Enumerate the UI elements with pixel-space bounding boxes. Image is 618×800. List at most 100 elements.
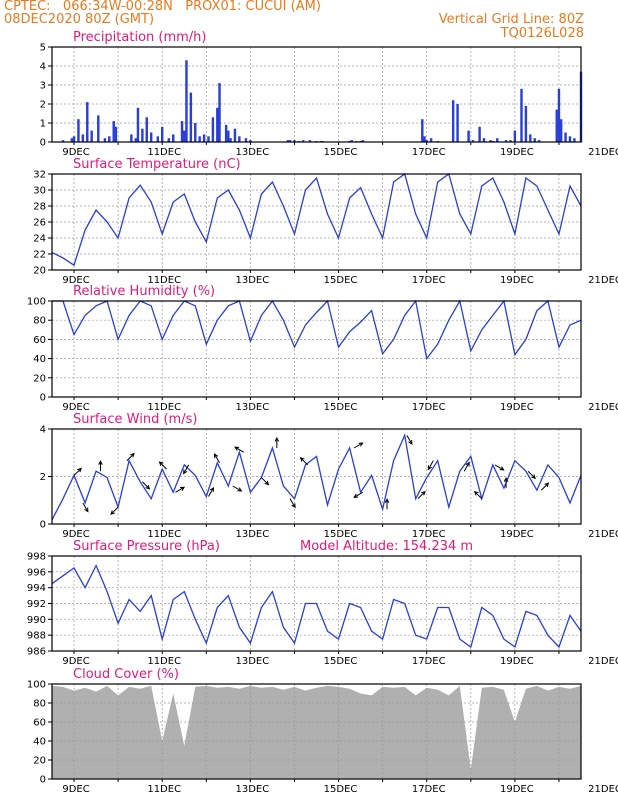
x-tick-label: 11DEC	[147, 529, 181, 540]
y-tick-label: 1	[40, 119, 46, 130]
precip-bar	[509, 140, 512, 142]
precip-bar	[249, 140, 252, 142]
x-tick-label: 13DEC	[236, 147, 270, 158]
precip-bar	[504, 140, 508, 142]
x-tick-label: 9DEC	[62, 784, 89, 795]
rh-panel-title: Relative Humidity (%)	[73, 284, 215, 299]
precip-bar	[183, 130, 186, 142]
precip-bar	[520, 88, 523, 142]
wind-arrow-head	[384, 498, 390, 504]
y-tick-label: 998	[27, 552, 46, 563]
precip-bar	[421, 119, 424, 142]
y-tick-label: 40	[33, 737, 46, 748]
wind-panel-frame	[51, 428, 582, 525]
y-tick-label: 0	[40, 393, 46, 404]
wind-arrow-shaft	[527, 470, 536, 479]
wind-arrow-head	[499, 466, 505, 471]
header-grid-line-note: Vertical Grid Line: 80Z	[438, 12, 584, 27]
x-tick-label: 11DEC	[147, 147, 181, 158]
wind-arrow-head	[183, 469, 188, 475]
precip-bar	[471, 140, 475, 142]
wind-arrow-head	[291, 503, 296, 509]
x-tick-label: 15DEC	[324, 656, 358, 667]
wind-arrow-head	[98, 460, 103, 466]
y-tick-label: 80	[33, 316, 46, 327]
precip-bar	[555, 109, 558, 142]
precip-bar	[302, 140, 305, 142]
precip-bar	[160, 126, 164, 142]
x-tick-label: 11DEC	[147, 656, 181, 667]
precip-bar	[238, 136, 241, 142]
precip-bar	[451, 100, 455, 142]
y-tick-label: 990	[27, 615, 46, 626]
precip-bar	[244, 138, 248, 142]
wind-arrow-head	[299, 457, 305, 462]
wind-arrow-head	[408, 439, 413, 445]
cloud-cover-area	[52, 685, 581, 779]
cloud-panel-frame	[51, 683, 582, 780]
precip-bar	[167, 138, 171, 142]
x-tick-label: 19DEC	[500, 275, 534, 286]
precip-bar	[77, 119, 80, 142]
y-tick-label: 30	[33, 186, 46, 197]
wind-arrow-head	[473, 490, 479, 496]
precip-bar	[61, 140, 65, 142]
precip-bar	[185, 60, 188, 142]
y-tick-label: 60	[33, 335, 46, 346]
x-tick-label: 9DEC	[62, 656, 89, 667]
wind-arrow-shaft	[300, 457, 309, 466]
x-tick-label: 15DEC	[324, 275, 358, 286]
wind-arrow-head	[180, 486, 186, 491]
x-tick-label: 15DEC	[324, 402, 358, 413]
press-series-line	[51, 563, 582, 649]
wind-arrow-shaft	[232, 485, 242, 492]
press-panel-title: Surface Pressure (hPa)	[73, 539, 220, 554]
y-tick-label: 40	[33, 354, 46, 365]
precip-bar	[141, 128, 144, 142]
precip-bar	[216, 107, 219, 142]
precip-bar	[108, 136, 111, 142]
precip-bar	[114, 126, 118, 142]
wind-arrow-shaft	[214, 453, 220, 464]
precip-bar	[97, 115, 100, 142]
precip-bar	[156, 136, 160, 142]
y-tick-label: 20	[33, 373, 46, 384]
precip-bar	[533, 138, 536, 142]
wind-arrow-head	[110, 510, 116, 515]
precip-bar	[180, 121, 184, 142]
precip-bar	[557, 88, 561, 142]
wind-arrow-head	[237, 487, 243, 492]
press-panel-frame	[51, 555, 582, 652]
precip-bar	[149, 132, 153, 142]
x-tick-label: 15DEC	[324, 784, 358, 795]
y-tick-label: 60	[33, 718, 46, 729]
x-tick-label: 19DEC	[500, 529, 534, 540]
precip-bar	[308, 140, 312, 142]
y-tick-label: 3	[40, 81, 46, 92]
precip-bar	[482, 138, 486, 142]
wind-arrow-head	[544, 482, 550, 488]
precip-bar	[350, 140, 353, 142]
precip-bar	[513, 130, 517, 142]
wind-arrow-head	[274, 436, 280, 442]
wind-arrow-head	[77, 467, 82, 473]
precip-bar	[189, 92, 193, 142]
precip-bar	[568, 136, 572, 142]
wind-arrow-shaft	[261, 477, 269, 485]
wind-arrow-head	[209, 486, 215, 492]
precip-bar	[361, 140, 364, 142]
y-tick-label: 0	[40, 520, 46, 531]
wind-arrow-head	[84, 507, 89, 513]
cloud-panel-title: Cloud Cover (%)	[73, 667, 179, 682]
wind-arrow-shaft	[234, 446, 245, 453]
x-tick-label: 19DEC	[500, 784, 534, 795]
precip-bar	[573, 138, 576, 142]
temp-panel-title: Surface Temperature (nC)	[73, 157, 241, 172]
wind-arrow-shaft	[82, 502, 89, 512]
wind-arrow-head	[158, 461, 164, 466]
precip-bar	[81, 134, 85, 142]
precip-bar	[103, 138, 107, 142]
y-tick-label: 988	[27, 631, 46, 642]
